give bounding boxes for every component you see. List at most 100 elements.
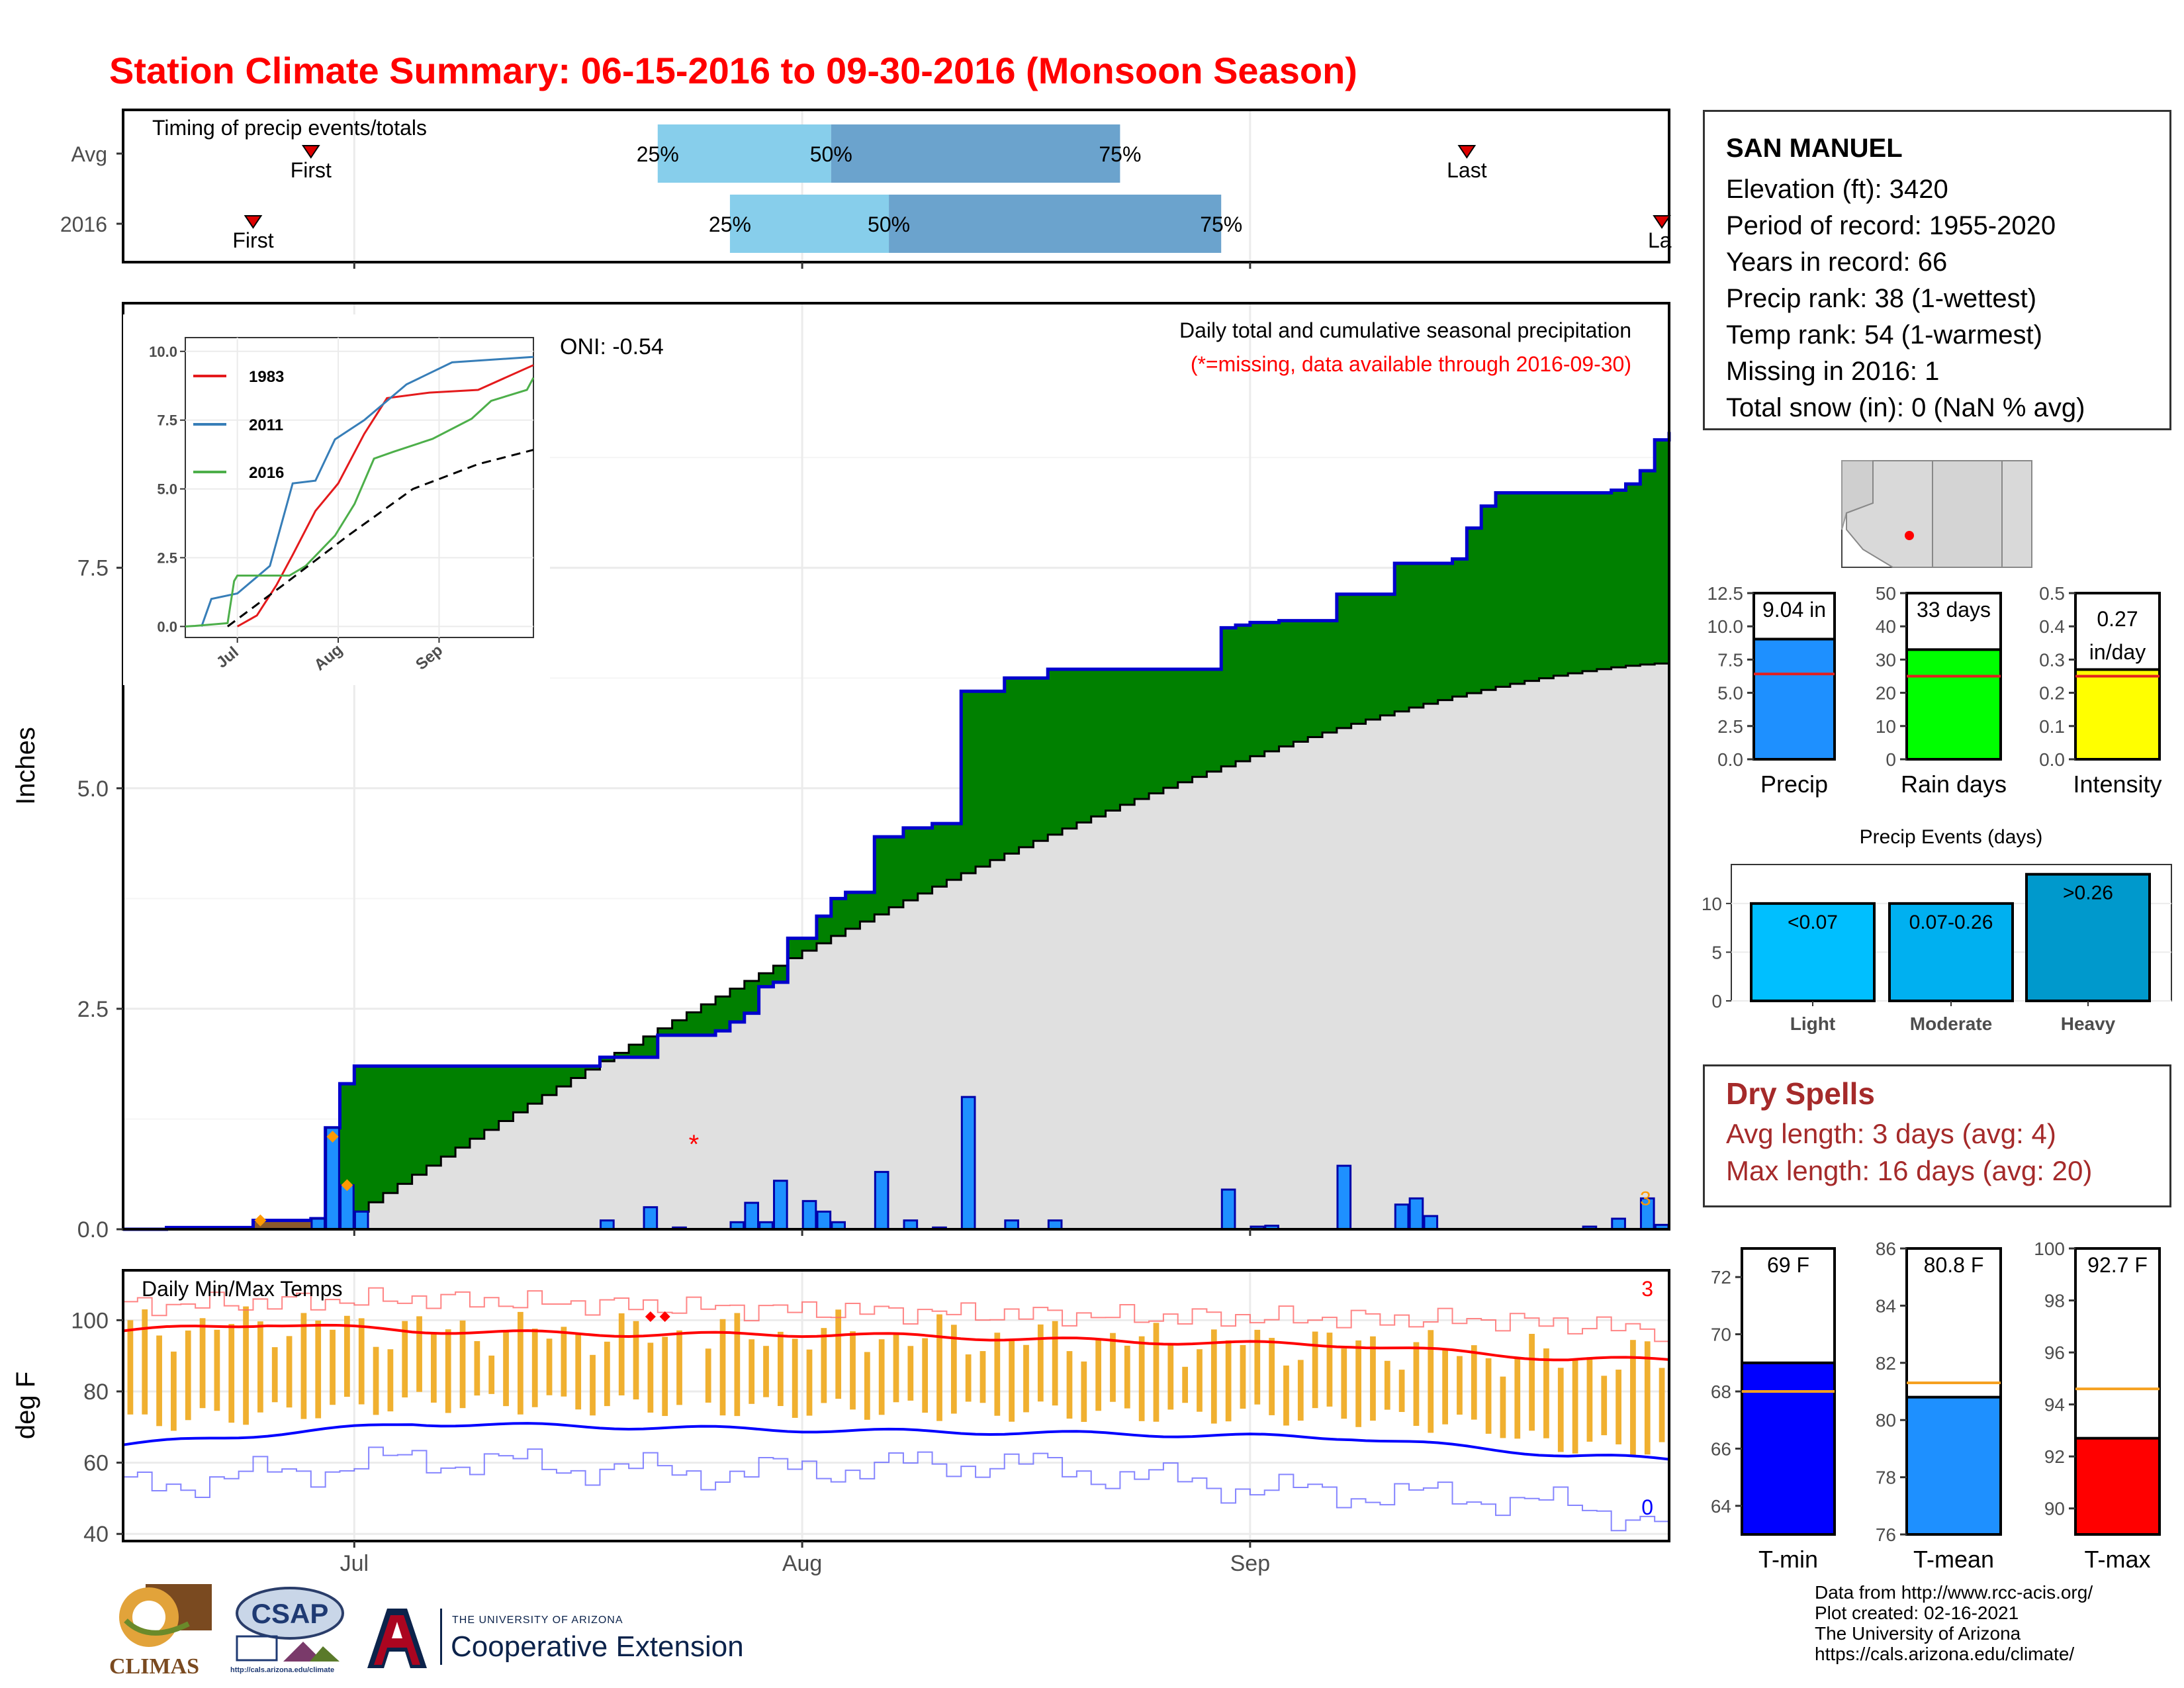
daily-temp-range-bar <box>1485 1358 1492 1434</box>
timing-first-label: First <box>291 158 332 182</box>
daily-temp-range-bar <box>142 1309 148 1415</box>
temps-record-tmin-line <box>123 1446 1670 1532</box>
daily-temp-range-bar <box>850 1331 856 1410</box>
inset-y-tick-label: 0.0 <box>157 618 177 635</box>
intensity-bar <box>2074 668 2161 761</box>
temps-avg-tmin-line <box>122 1422 1670 1461</box>
daily-temp-range-bar <box>1514 1358 1521 1439</box>
daily-temp-range-bar <box>907 1346 914 1401</box>
daily-precip-bar <box>340 1184 355 1231</box>
timing-p50-label: 50% <box>810 142 852 166</box>
daily-temp-range-bar <box>792 1338 798 1418</box>
timing-p25-label: 25% <box>709 212 751 236</box>
intensity-y-tick-label: 0.2 <box>2039 683 2065 704</box>
daily-temp-range-bar <box>1182 1366 1189 1403</box>
tmean-summary-y-tick-label: 80 <box>1876 1410 1896 1430</box>
intensity-y-tick-label: 0.4 <box>2039 616 2065 637</box>
station-snow: Total snow (in): 0 (NaN % avg) <box>1726 393 2085 422</box>
precip-chart-title: Daily total and cumulative seasonal prec… <box>1179 318 1631 342</box>
daily-temp-range-bar <box>647 1342 654 1413</box>
dry-spells-max: Max length: 16 days (avg: 20) <box>1726 1155 2093 1186</box>
daily-precip-bar <box>310 1217 326 1231</box>
events-bar-label: 0.07-0.26 <box>1909 912 1993 933</box>
record-day-marker <box>341 1179 353 1192</box>
daily-temp-range-bar <box>1398 1370 1405 1413</box>
daily-temp-range-bar <box>257 1321 263 1413</box>
cumulative-2016-line <box>123 432 1671 1231</box>
daily-precip-bar <box>816 1210 832 1231</box>
daily-temp-range-bar <box>1153 1323 1160 1422</box>
missing-day-marker: * <box>689 1130 700 1159</box>
precip-total-y-tick-label: 7.5 <box>1717 649 1743 670</box>
events-x-tick-label: Light <box>1790 1013 1835 1034</box>
dry-spells-box: Dry Spells Avg length: 3 days (avg: 4) M… <box>1703 1064 2171 1207</box>
record-day-marker <box>326 1131 339 1143</box>
temp-summary-bars: 64 66 68 70 72 69 F T-min 76 78 80 82 84 86 80.8 F T-m… <box>1711 1239 2161 1573</box>
tmax-summary-y-tick-label: 100 <box>2034 1239 2065 1259</box>
daily-temp-range-bar <box>806 1349 813 1416</box>
events-bar-label: <0.07 <box>1788 912 1838 933</box>
precip-y-tick-label: 5.0 <box>77 776 109 802</box>
timing-bar-50-75 <box>889 195 1222 253</box>
daily-temp-range-bar <box>271 1347 278 1403</box>
daily-temp-range-bar <box>1457 1356 1463 1415</box>
daily-temp-range-bar <box>763 1346 769 1397</box>
daily-temp-range-bar <box>965 1354 972 1402</box>
temps-panel: Daily Min/Max Temps 3 0 40 60 80 100 deg F Jul Au… <box>11 1269 1670 1576</box>
station-precip-rank: Precip rank: 38 (1-wettest) <box>1726 284 2037 313</box>
daily-precip-bar <box>325 1127 340 1231</box>
record-day-marker <box>254 1214 267 1227</box>
events-bar-label: >0.26 <box>2063 882 2113 904</box>
cumulative-surplus-area <box>123 432 1669 1230</box>
precip-y-tick-label: 2.5 <box>77 997 109 1022</box>
avg-cumulative-area <box>123 663 1669 1229</box>
tmean-summary-value-label: 80.8 F <box>1924 1253 1984 1277</box>
temps-record-high-count: 3 <box>1641 1277 1653 1301</box>
daily-temp-range-bar <box>1601 1376 1608 1436</box>
station-elevation: Elevation (ft): 3420 <box>1726 175 1948 204</box>
credit-url: https://cals.arizona.edu/climate/ <box>1815 1644 2075 1664</box>
tmin-summary-y-tick-label: 66 <box>1711 1438 1731 1459</box>
daily-precip-bar <box>1611 1217 1626 1231</box>
intensity-category-label: Intensity <box>2073 771 2161 798</box>
timing-first-label: First <box>232 228 273 252</box>
daily-temp-range-bar <box>1500 1376 1506 1438</box>
timing-row-label: 2016 <box>60 212 107 236</box>
tmean-summary-y-tick-label: 84 <box>1876 1295 1896 1316</box>
events-x-tick-label: Moderate <box>1910 1013 1992 1034</box>
daily-temp-range-bar <box>1341 1348 1347 1419</box>
daily-temp-range-bar <box>1124 1345 1130 1409</box>
temps-y-tick-label: 60 <box>83 1451 109 1476</box>
daily-temp-range-bar <box>1543 1348 1549 1438</box>
rain-days-y-tick-label: 30 <box>1876 649 1896 670</box>
daily-temp-range-bar <box>1529 1334 1535 1431</box>
tmin-summary-y-tick-label: 64 <box>1711 1496 1731 1517</box>
precip-total-category-label: Precip <box>1760 771 1828 798</box>
csap-logo: CSAP http://cals.arizona.edu/climate <box>230 1583 349 1683</box>
station-info-box: SAN MANUEL Elevation (ft): 3420 Period o… <box>1703 110 2171 430</box>
oni-label: ONI: -0.54 <box>560 334 664 359</box>
events-y-tick-label: 5 <box>1711 942 1722 962</box>
daily-temp-range-bar <box>488 1355 495 1394</box>
temps-y-tick-label: 100 <box>71 1308 109 1333</box>
daily-temp-range-bar <box>459 1320 466 1409</box>
intensity-y-tick-label: 0.5 <box>2039 583 2065 604</box>
daily-temp-range-bar <box>1471 1345 1477 1420</box>
timing-first-marker <box>244 215 263 229</box>
temps-x-tick-label: Sep <box>1230 1551 1271 1576</box>
tmin-summary-bar <box>1741 1361 1836 1536</box>
tmin-summary-y-tick-label: 68 <box>1711 1382 1731 1402</box>
tmax-summary-y-tick-label: 98 <box>2044 1291 2065 1311</box>
daily-temp-range-bar <box>662 1336 668 1417</box>
rain-days-y-tick-label: 10 <box>1876 716 1896 737</box>
daily-temp-range-bar <box>1037 1324 1044 1402</box>
inset-y-tick-label: 10.0 <box>149 344 177 360</box>
daily-temp-range-bar <box>1269 1338 1275 1415</box>
timing-last-label: La <box>1648 228 1672 252</box>
rain-days-bar <box>1905 648 2002 761</box>
daily-precip-bar <box>1220 1188 1236 1231</box>
daily-temp-range-bar <box>156 1335 162 1427</box>
inset-y-tick-label: 2.5 <box>157 549 177 566</box>
avg-cumulative-line <box>354 662 1670 1213</box>
inset-legend-label: 2016 <box>249 464 284 482</box>
